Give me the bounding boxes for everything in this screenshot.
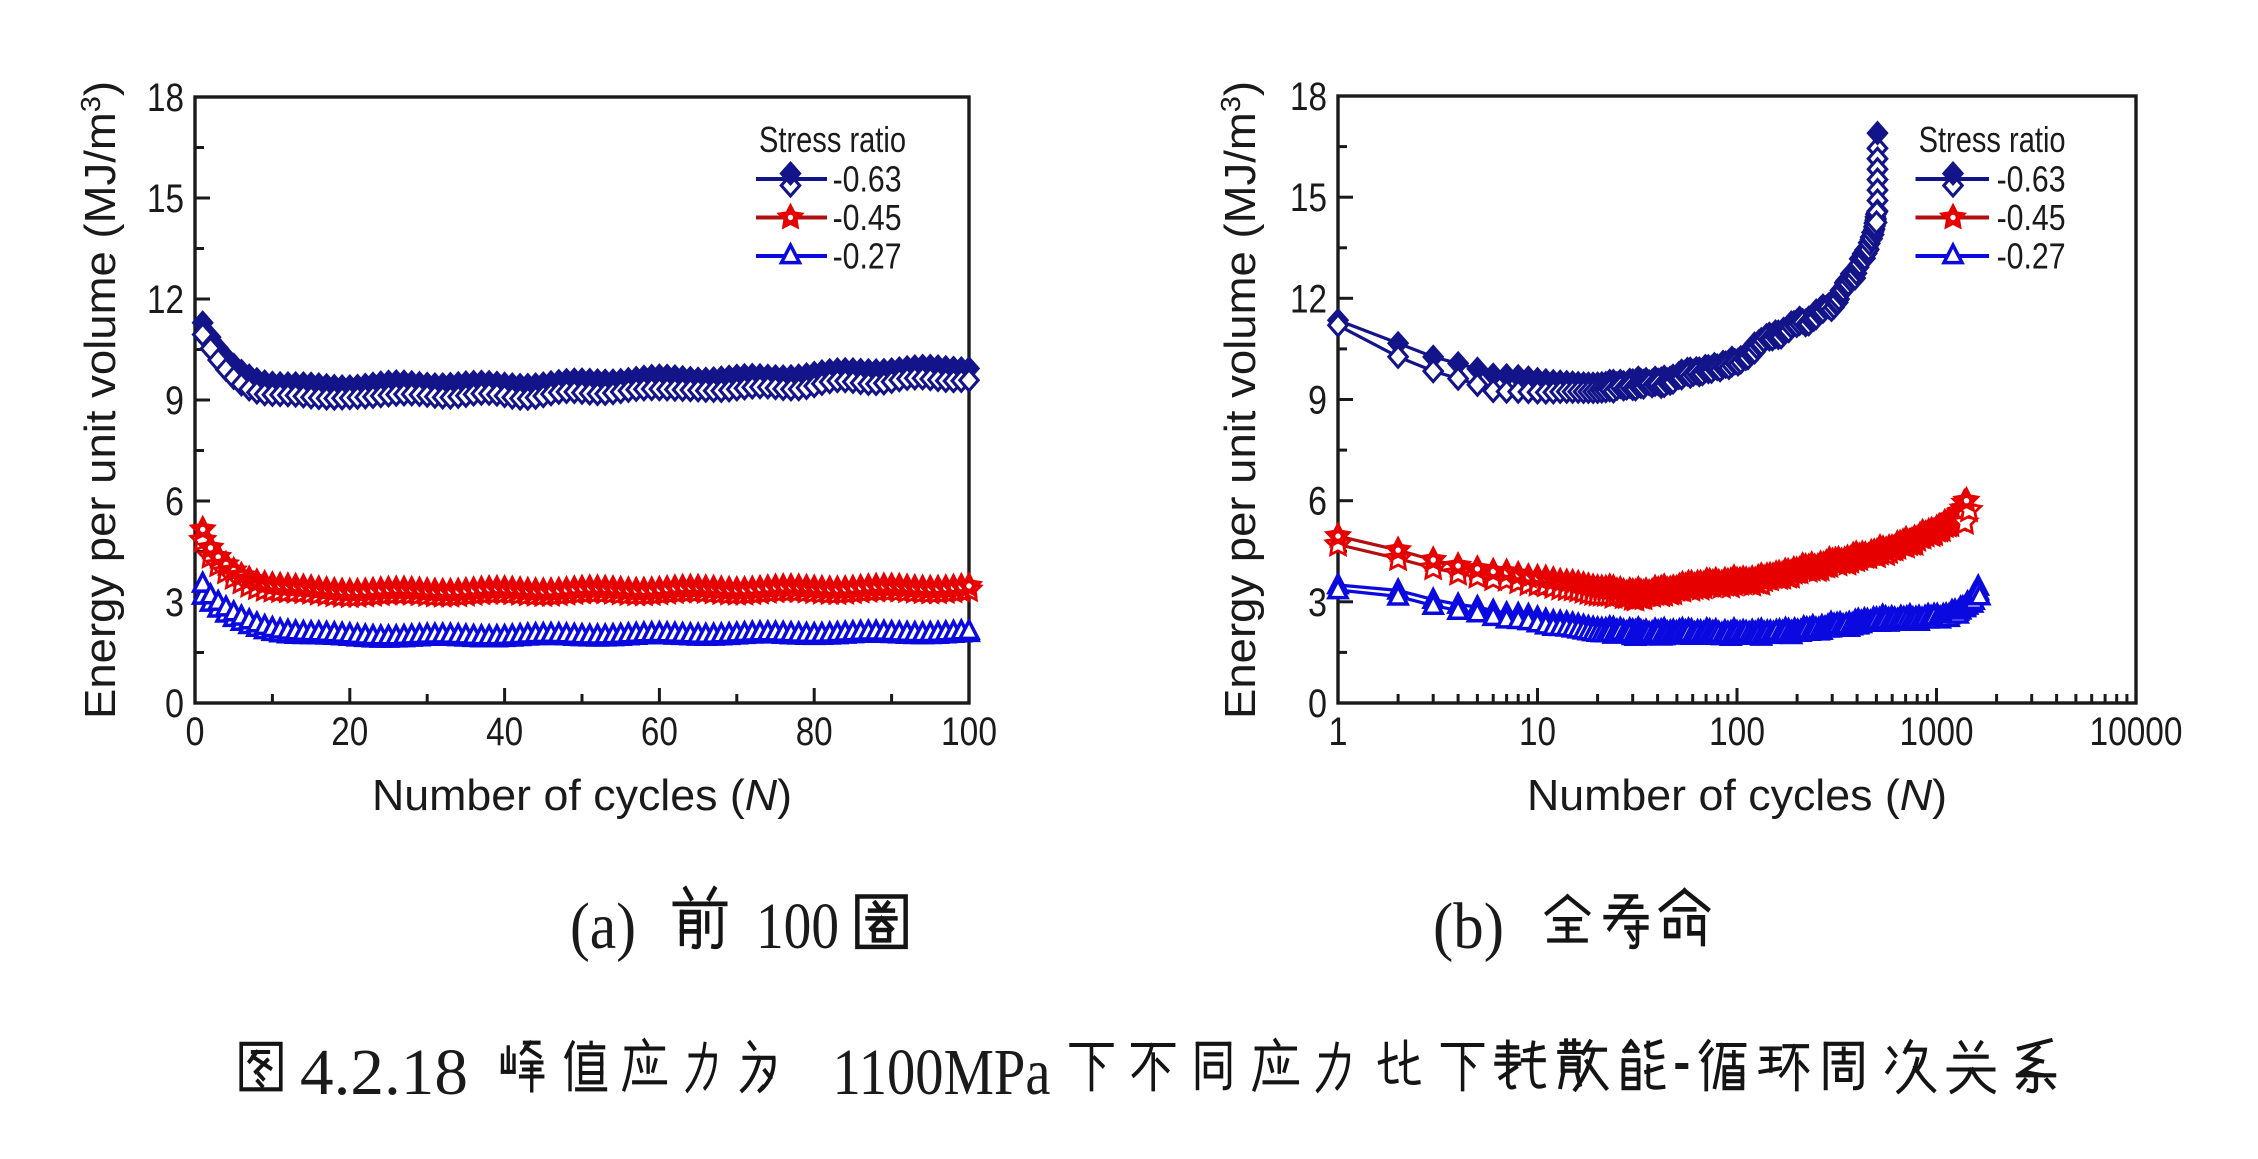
svg-text:20: 20 — [331, 710, 368, 754]
svg-text:12: 12 — [147, 278, 184, 322]
svg-text:6: 6 — [1308, 480, 1327, 524]
svg-text:3: 3 — [165, 581, 184, 625]
svg-text:Energy per unit volume (MJ/m3): Energy per unit volume (MJ/m3) — [75, 81, 125, 719]
svg-text:1100MPa: 1100MPa — [833, 1036, 1051, 1109]
svg-text:-0.45: -0.45 — [833, 197, 902, 238]
svg-text:40: 40 — [486, 710, 523, 754]
svg-text:Number of cycles (N): Number of cycles (N) — [1527, 771, 1947, 820]
svg-text:60: 60 — [641, 710, 678, 754]
svg-text:18: 18 — [1290, 75, 1327, 119]
svg-text:15: 15 — [147, 177, 184, 221]
svg-text:9: 9 — [165, 379, 184, 423]
svg-text:0: 0 — [165, 682, 184, 726]
svg-text:(a): (a) — [570, 890, 636, 963]
svg-text:(b): (b) — [1433, 890, 1504, 963]
svg-text:9: 9 — [1308, 379, 1327, 423]
svg-text:-0.63: -0.63 — [1997, 159, 2066, 200]
svg-text:100: 100 — [1709, 710, 1765, 754]
svg-text:15: 15 — [1290, 176, 1327, 220]
svg-text:18: 18 — [147, 76, 184, 120]
svg-text:12: 12 — [1290, 277, 1327, 321]
svg-text:-0.27: -0.27 — [833, 236, 902, 277]
svg-text:10: 10 — [1519, 710, 1556, 754]
svg-text:0: 0 — [186, 710, 205, 754]
svg-text:Energy per unit volume (MJ/m3): Energy per unit volume (MJ/m3) — [1215, 81, 1265, 719]
svg-text:10000: 10000 — [2090, 710, 2183, 754]
svg-text:Number of cycles (N): Number of cycles (N) — [372, 771, 792, 820]
svg-text:3: 3 — [1308, 581, 1327, 625]
svg-text:1: 1 — [1329, 710, 1348, 754]
svg-text:-0.63: -0.63 — [833, 159, 902, 200]
svg-text:-0.45: -0.45 — [1997, 197, 2066, 238]
svg-text:80: 80 — [796, 710, 833, 754]
svg-text:100: 100 — [756, 890, 839, 963]
svg-text:Stress ratio: Stress ratio — [1919, 119, 2066, 160]
svg-text:Stress ratio: Stress ratio — [759, 119, 906, 160]
svg-text:6: 6 — [165, 480, 184, 524]
svg-text:0: 0 — [1308, 682, 1327, 726]
svg-text:1000: 1000 — [1900, 710, 1974, 754]
svg-text:100: 100 — [941, 710, 997, 754]
svg-text:4.2.18: 4.2.18 — [300, 1036, 468, 1109]
svg-text:-0.27: -0.27 — [1997, 236, 2066, 277]
